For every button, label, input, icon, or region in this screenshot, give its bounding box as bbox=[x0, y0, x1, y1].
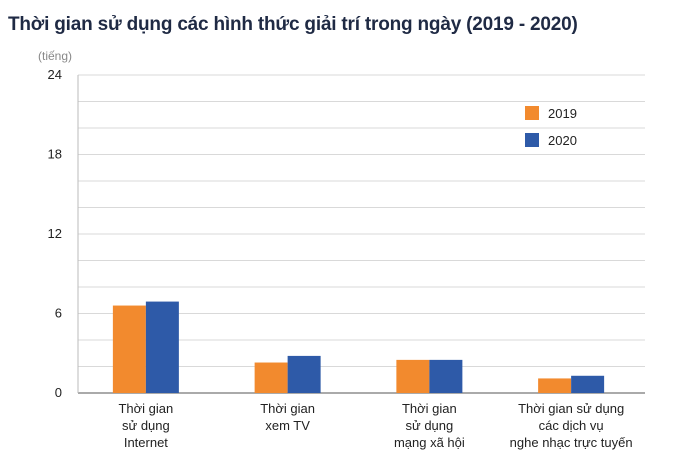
y-tick-label: 0 bbox=[55, 385, 62, 400]
category-label-line: các dịch vụ bbox=[539, 418, 604, 433]
legend-swatch-2020 bbox=[525, 133, 539, 147]
category-label-line: Thời gian sử dụng bbox=[518, 401, 624, 416]
bar-2019-1 bbox=[112, 305, 146, 393]
category-label-line: sử dụng bbox=[122, 418, 170, 433]
bar-2020-1 bbox=[145, 301, 179, 393]
bar-2020-2 bbox=[287, 355, 321, 393]
legend-label-2020: 2020 bbox=[548, 133, 577, 148]
bar-2020-3 bbox=[429, 359, 463, 393]
bar-2020-4 bbox=[571, 375, 605, 393]
category-label-line: sử dụng bbox=[406, 418, 454, 433]
category-label: Thời gian xem TV bbox=[260, 401, 315, 433]
category-label: Thời gian sử dụng các dịch vụ nghe nhạc tr… bbox=[510, 401, 633, 450]
y-tick-label: 24 bbox=[48, 67, 62, 82]
y-tick-label: 6 bbox=[55, 306, 62, 321]
y-tick-label: 18 bbox=[48, 147, 62, 162]
bar-2019-3 bbox=[396, 359, 430, 393]
category-label-line: xem TV bbox=[265, 418, 310, 433]
category-label-line: Internet bbox=[124, 435, 168, 450]
legend-swatch-2019 bbox=[525, 106, 539, 120]
bar-2019-2 bbox=[254, 362, 288, 393]
category-label-line: mạng xã hội bbox=[394, 435, 465, 450]
category-label-line: Thời gian bbox=[260, 401, 315, 416]
bar-2019-4 bbox=[538, 378, 572, 393]
y-axis-unit: (tiếng) bbox=[38, 49, 73, 63]
legend-label-2019: 2019 bbox=[548, 106, 577, 121]
category-label-line: nghe nhạc trực tuyến bbox=[510, 435, 633, 450]
category-label: Thời gian sử dụng Internet bbox=[118, 401, 173, 450]
category-label-line: Thời gian bbox=[402, 401, 457, 416]
category-label: Thời gian sử dụng mạng xã hội bbox=[394, 401, 465, 450]
y-tick-label: 12 bbox=[48, 226, 62, 241]
category-label-line: Thời gian bbox=[118, 401, 173, 416]
chart-title: Thời gian sử dụng các hình thức giải trí… bbox=[8, 14, 578, 35]
